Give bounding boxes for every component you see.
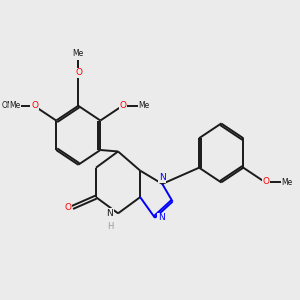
- Text: Me: Me: [138, 101, 150, 110]
- Text: OMe: OMe: [2, 101, 19, 110]
- Text: Me: Me: [9, 101, 20, 110]
- Text: O: O: [31, 101, 38, 110]
- Text: O: O: [75, 68, 82, 77]
- Text: H: H: [106, 222, 113, 231]
- Text: O: O: [31, 101, 38, 110]
- Text: O: O: [64, 203, 71, 212]
- Text: N: N: [106, 209, 113, 218]
- Text: Me: Me: [281, 178, 292, 187]
- Text: O: O: [262, 177, 269, 186]
- Text: O: O: [120, 101, 127, 110]
- Text: Me: Me: [73, 49, 84, 58]
- Text: N: N: [158, 213, 165, 222]
- Text: N: N: [159, 173, 166, 182]
